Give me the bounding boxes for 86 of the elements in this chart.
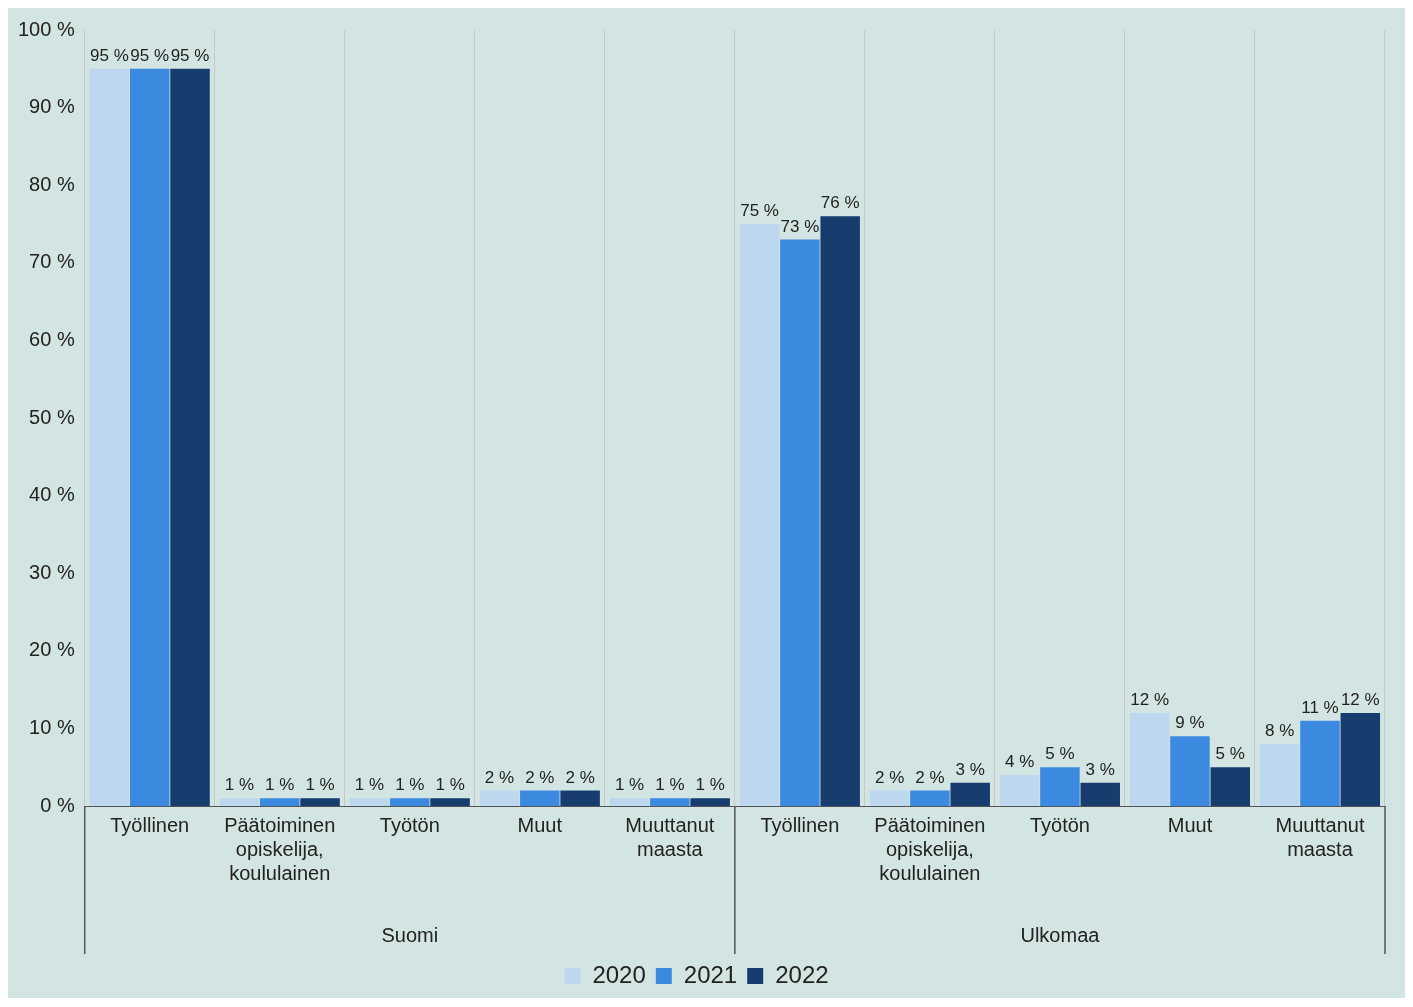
bar bbox=[520, 790, 560, 806]
bar bbox=[349, 798, 390, 806]
data-label: 76 % bbox=[820, 193, 860, 213]
legend-label: 2022 bbox=[775, 960, 829, 988]
x-tick-label: Työtön bbox=[379, 813, 440, 836]
bar bbox=[609, 798, 650, 806]
bar bbox=[780, 239, 820, 806]
text: Ulkomaa bbox=[1020, 923, 1101, 946]
legend-label: 2021 bbox=[683, 960, 738, 988]
bar bbox=[950, 782, 990, 806]
bar bbox=[560, 790, 600, 806]
data-label: 5 % bbox=[1045, 744, 1075, 764]
bar bbox=[89, 68, 130, 806]
data-label: 12 % bbox=[1130, 690, 1170, 710]
y-tick-label: 40 % bbox=[29, 483, 75, 506]
data-label: 1 % bbox=[354, 775, 385, 795]
x-tick-label: Päätoiminen opiskelija, koululainen bbox=[874, 813, 986, 884]
bar bbox=[999, 774, 1040, 806]
x-tick-label: Työtön bbox=[1029, 813, 1090, 836]
y-tick-label: 80 % bbox=[29, 172, 75, 195]
y-tick-label: 60 % bbox=[29, 327, 75, 350]
bar bbox=[1170, 736, 1210, 806]
text: Suomi bbox=[381, 923, 439, 946]
data-label: 95 % bbox=[170, 45, 210, 65]
data-label: 75 % bbox=[740, 201, 779, 221]
data-label: 1 % bbox=[695, 775, 725, 795]
data-label: 2 % bbox=[915, 767, 945, 787]
data-label: 1 % bbox=[614, 775, 645, 795]
x-tick-label: Työllinen bbox=[760, 813, 840, 836]
data-label: 11 % bbox=[1301, 697, 1339, 717]
data-label: 2 % bbox=[525, 767, 555, 787]
data-label: 2 % bbox=[484, 767, 515, 787]
bar bbox=[869, 790, 910, 806]
bar bbox=[219, 798, 260, 806]
x-tick-label: Päätoiminen opiskelija, koululainen bbox=[224, 813, 336, 884]
data-label: 1 % bbox=[305, 775, 335, 795]
y-tick-label: 90 % bbox=[29, 95, 75, 118]
bar bbox=[1080, 782, 1120, 806]
bar bbox=[910, 790, 950, 806]
data-label: 1 % bbox=[265, 775, 295, 795]
data-label: 95 % bbox=[90, 45, 129, 65]
x-tick-label: Muut bbox=[1167, 813, 1213, 836]
x-tick-label: Muut bbox=[517, 813, 563, 836]
data-label: 2 % bbox=[874, 767, 905, 787]
data-label: 1 % bbox=[655, 775, 685, 795]
data-label: 12 % bbox=[1340, 690, 1380, 710]
bar bbox=[1300, 720, 1340, 806]
x-tick-label: Työllinen bbox=[110, 813, 190, 836]
bar bbox=[430, 798, 470, 806]
y-tick-label: 30 % bbox=[29, 560, 75, 583]
data-label: 3 % bbox=[955, 759, 985, 779]
y-tick-label: 20 % bbox=[29, 638, 75, 661]
bar bbox=[690, 798, 730, 806]
legend-label: 2020 bbox=[592, 960, 646, 988]
bar bbox=[300, 798, 340, 806]
data-label: 95 % bbox=[130, 45, 170, 65]
data-label: 8 % bbox=[1265, 721, 1295, 741]
bar bbox=[820, 216, 860, 806]
data-label: 5 % bbox=[1215, 744, 1245, 764]
y-tick-label: 70 % bbox=[29, 250, 75, 273]
data-label: 1 % bbox=[224, 775, 255, 795]
bar bbox=[1210, 767, 1251, 806]
data-label: 1 % bbox=[435, 775, 465, 795]
bar bbox=[479, 790, 520, 806]
y-tick-label: 50 % bbox=[29, 405, 75, 428]
bar bbox=[1259, 743, 1300, 806]
y-tick-label: 10 % bbox=[29, 715, 75, 738]
bar bbox=[1129, 712, 1170, 806]
x-tick-label: Muuttanut maasta bbox=[1275, 813, 1365, 860]
bar bbox=[739, 224, 780, 806]
data-label: 3 % bbox=[1085, 759, 1115, 779]
bar bbox=[129, 68, 170, 806]
y-tick-label: 100 % bbox=[17, 17, 75, 40]
bar bbox=[650, 798, 690, 806]
bar bbox=[1340, 712, 1381, 806]
bar bbox=[170, 68, 210, 806]
x-tick-label: Muuttanut maasta bbox=[625, 813, 715, 860]
bar bbox=[1040, 767, 1080, 806]
data-label: 4 % bbox=[1004, 752, 1035, 772]
data-label: 2 % bbox=[565, 767, 595, 787]
data-label: 9 % bbox=[1175, 713, 1205, 733]
data-label: 73 % bbox=[780, 216, 820, 236]
bar bbox=[390, 798, 430, 806]
bar bbox=[260, 798, 300, 806]
y-tick-label: 0 % bbox=[40, 793, 75, 816]
data-label: 1 % bbox=[395, 775, 425, 795]
